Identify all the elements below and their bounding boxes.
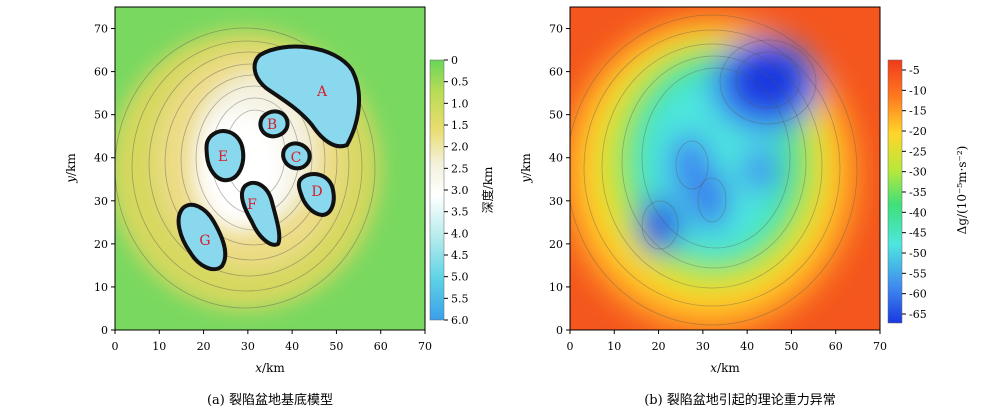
colorbar-tick-label-a: 0 <box>451 54 458 67</box>
x-tick-label-b: 70 <box>873 340 887 353</box>
x-tick-label-a: 60 <box>374 340 388 353</box>
colorbar-tick-label-b: -40 <box>909 206 927 219</box>
x-tick-label-a: 40 <box>285 340 299 353</box>
sub-basin-label-b: B <box>267 117 277 133</box>
y-tick-label-a: 50 <box>94 109 108 122</box>
x-tick-label-a: 70 <box>418 340 432 353</box>
sub-basin-polygons <box>176 44 362 272</box>
colorbar-tick-label-b: -55 <box>909 267 927 280</box>
y-tick-label-a: 20 <box>94 238 108 251</box>
gravity-map <box>570 7 880 330</box>
colorbar-tick-label-b: -50 <box>909 247 927 260</box>
x-axis-b: 0 10 20 30 40 50 60 70 <box>567 330 887 353</box>
colorbar-tick-label-a: 5.5 <box>451 292 469 305</box>
sub-basin-a <box>252 44 362 149</box>
y-tick-label-a: 30 <box>94 195 108 208</box>
panel-a: A B C D E F G 0 10 20 30 40 50 60 70 0 10 20 30 40 5… <box>64 6 495 408</box>
x-tick-label-a: 10 <box>152 340 166 353</box>
y-tick-label-b: 60 <box>549 66 563 79</box>
y-tick-label-b: 20 <box>549 238 563 251</box>
y-tick-label-b: 30 <box>549 195 563 208</box>
sub-basin-label-d: D <box>311 184 322 200</box>
sub-basin-g <box>176 202 228 272</box>
sub-basin-label-a: A <box>316 84 328 100</box>
sub-basin-label-f: F <box>247 197 257 213</box>
plot-frame-b <box>569 6 881 331</box>
x-tick-label-a: 30 <box>241 340 255 353</box>
colorbar-tick-label-a: 3.0 <box>451 184 469 197</box>
colorbar-tick-label-b: -65 <box>909 308 927 321</box>
x-tick-label-b: 0 <box>567 340 574 353</box>
x-tick-label-b: 50 <box>784 340 798 353</box>
y-axis-title-a: y/km <box>64 153 78 184</box>
colorbar-tick-label-b: -60 <box>909 288 927 301</box>
x-tick-label-b: 40 <box>740 340 754 353</box>
colorbar-a <box>429 59 445 321</box>
colorbar-tick-label-b: -20 <box>909 125 927 138</box>
colorbar-tick-label-a: 0.5 <box>451 76 469 89</box>
colorbar-tick-label-b: -10 <box>909 84 927 97</box>
y-axis-title-b: y/km <box>519 153 533 184</box>
colorbar-b-ticks: -5 -10 -15 -20 -25 -30 -35 -40 -45 -50 -55 -60 -65 <box>902 64 927 321</box>
colorbar-a-label: 深度/km <box>480 166 495 213</box>
y-tick-label-b: 50 <box>549 109 563 122</box>
sub-basin-label-g: G <box>199 233 210 249</box>
x-tick-label-b: 30 <box>696 340 710 353</box>
x-tick-label-b: 60 <box>829 340 843 353</box>
colorbar-tick-label-a: 1.0 <box>451 97 469 110</box>
x-axis-a: 0 10 20 30 40 50 60 70 <box>112 330 432 353</box>
colorbar-a-ticks: 0 0.5 1.0 1.5 2.0 2.5 3.0 3.5 4.0 4.5 5.0 5.5 6.0 <box>444 54 469 327</box>
sub-basin-c <box>281 141 312 171</box>
colorbar-tick-label-b: -5 <box>909 64 920 77</box>
caption-b: (b) 裂陷盆地引起的理论重力异常 <box>644 392 836 408</box>
colorbar-b-label: Δg/(10⁻⁵m·s⁻²) <box>955 146 969 235</box>
colorbar-tick-label-b: -30 <box>909 166 927 179</box>
x-tick-label-b: 10 <box>607 340 621 353</box>
y-axis-b: 0 10 20 30 40 50 60 70 <box>549 23 570 337</box>
x-tick-label-b: 20 <box>652 340 666 353</box>
colorbar-tick-label-b: -15 <box>909 105 927 118</box>
colorbar-tick-label-a: 2.0 <box>451 141 469 154</box>
colorbar-b <box>887 59 903 324</box>
colorbar-tick-label-a: 2.5 <box>451 162 469 175</box>
y-tick-label-a: 0 <box>101 324 108 337</box>
x-tick-label-a: 0 <box>112 340 119 353</box>
colorbar-tick-label-a: 4.5 <box>451 249 469 262</box>
colorbar-tick-label-a: 4.0 <box>451 227 469 240</box>
x-axis-title-a: x/km <box>255 361 285 375</box>
colorbar-tick-label-a: 1.5 <box>451 119 469 132</box>
y-tick-label-a: 60 <box>94 66 108 79</box>
plot-frame-a <box>114 6 426 331</box>
y-tick-label-b: 70 <box>549 23 563 36</box>
sub-basin-f <box>240 180 282 247</box>
y-axis-a: 0 10 20 30 40 50 60 70 <box>94 23 115 337</box>
gravity-contours <box>570 14 858 326</box>
sub-basin-labels: A B C D E F G <box>199 84 328 249</box>
sub-basin-d <box>296 172 336 217</box>
y-tick-label-b: 10 <box>549 281 563 294</box>
sub-basin-e <box>204 129 246 183</box>
depth-map: A B C D E F G <box>115 7 425 330</box>
x-tick-label-a: 50 <box>329 340 343 353</box>
panel-b: 0 10 20 30 40 50 60 70 0 10 20 30 40 50 60 70 x/km y/k… <box>519 6 969 408</box>
colorbar-tick-label-a: 5.0 <box>451 271 469 284</box>
x-axis-title-b: x/km <box>710 361 740 375</box>
y-tick-label-a: 40 <box>94 152 108 165</box>
sub-basin-b <box>258 109 290 139</box>
y-tick-label-a: 70 <box>94 23 108 36</box>
colorbar-tick-label-b: -25 <box>909 145 927 158</box>
y-tick-label-b: 0 <box>556 324 563 337</box>
sub-basin-label-c: C <box>291 150 302 166</box>
sub-basin-label-e: E <box>218 149 228 165</box>
caption-a: (a) 裂陷盆地基底模型 <box>207 392 333 408</box>
y-tick-label-b: 40 <box>549 152 563 165</box>
colorbar-tick-label-b: -35 <box>909 186 927 199</box>
colorbar-tick-label-a: 3.5 <box>451 206 469 219</box>
colorbar-tick-label-a: 6.0 <box>451 314 469 327</box>
colorbar-tick-label-b: -45 <box>909 227 927 240</box>
x-tick-label-a: 20 <box>197 340 211 353</box>
y-tick-label-a: 10 <box>94 281 108 294</box>
